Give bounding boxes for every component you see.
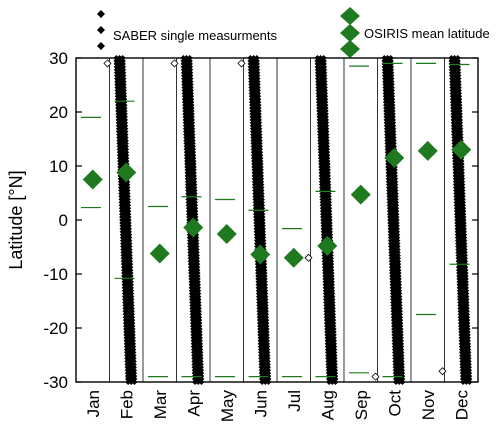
saber-measurement-point bbox=[252, 211, 259, 218]
legend-saber-marker bbox=[97, 26, 105, 34]
legend-osiris-label: OSIRIS mean latitude bbox=[364, 26, 490, 41]
y-tick-label: 10 bbox=[49, 157, 68, 176]
saber-measurement-point bbox=[252, 199, 259, 206]
legend-saber-marker bbox=[97, 42, 105, 50]
saber-measurement-point bbox=[124, 370, 131, 377]
saber-measurement-point bbox=[123, 337, 130, 344]
saber-measurement-point bbox=[123, 331, 130, 338]
saber-measurement-point bbox=[251, 161, 258, 168]
y-tick-label: 20 bbox=[49, 103, 68, 122]
x-tick-label: Dec bbox=[452, 390, 471, 421]
saber-isolated-point bbox=[237, 59, 246, 68]
x-tick-label: Jul bbox=[285, 390, 304, 412]
legend-saber-label: SABER single measurments bbox=[113, 28, 278, 43]
saber-measurement-point bbox=[251, 172, 258, 179]
saber-measurement-point bbox=[124, 376, 131, 383]
x-tick-label: Nov bbox=[419, 390, 438, 421]
osiris-mean-point bbox=[116, 162, 137, 183]
saber-measurement-point bbox=[122, 305, 129, 312]
x-tick-label: Apr bbox=[184, 390, 203, 417]
legend-osiris-marker bbox=[340, 40, 360, 58]
saber-measurement-point bbox=[251, 78, 258, 85]
saber-measurement-point bbox=[251, 90, 258, 97]
x-tick-label: Sep bbox=[352, 390, 371, 420]
saber-isolated-point bbox=[103, 59, 112, 68]
saber-measurement-point bbox=[252, 184, 259, 191]
saber-measurement-point bbox=[122, 134, 129, 141]
saber-measurement-point bbox=[122, 211, 129, 218]
osiris-mean-point bbox=[350, 184, 371, 205]
y-tick-label: -10 bbox=[43, 265, 68, 284]
y-tick-label: 0 bbox=[59, 211, 68, 230]
legend-osiris-marker bbox=[340, 7, 360, 25]
saber-measurement-point bbox=[252, 105, 259, 112]
saber-measurement-point bbox=[123, 249, 130, 256]
x-tick-label: Jun bbox=[251, 390, 270, 417]
osiris-mean-point bbox=[216, 224, 237, 245]
saber-measurement-point bbox=[123, 343, 130, 350]
saber-isolated-point bbox=[371, 372, 380, 381]
osiris-mean-point bbox=[149, 243, 170, 264]
plot-area bbox=[75, 55, 479, 385]
saber-measurement-point bbox=[124, 199, 131, 206]
y-axis-title: Latitude [°N] bbox=[6, 170, 26, 269]
saber-isolated-point bbox=[170, 59, 179, 68]
saber-measurement-point bbox=[122, 299, 129, 306]
osiris-mean-point bbox=[283, 247, 304, 268]
y-tick-label: -30 bbox=[43, 373, 68, 392]
legend: SABER single measurments OSIRIS mean lat… bbox=[97, 7, 490, 58]
saber-measurement-point bbox=[250, 134, 257, 141]
saber-measurement-point bbox=[122, 128, 129, 135]
legend-osiris-marker bbox=[340, 24, 360, 42]
saber-isolated-point bbox=[304, 253, 313, 262]
osiris-mean-point bbox=[384, 147, 405, 168]
saber-measurement-point bbox=[123, 255, 130, 262]
legend-saber-marker bbox=[97, 10, 105, 18]
saber-isolated-point bbox=[438, 367, 447, 376]
osiris-mean-point bbox=[183, 217, 204, 238]
x-tick-label: Oct bbox=[385, 390, 404, 417]
x-tick-label: Mar bbox=[151, 390, 170, 420]
osiris-mean-point bbox=[317, 235, 338, 256]
saber-measurement-point bbox=[122, 140, 129, 147]
saber-measurement-point bbox=[124, 287, 131, 294]
y-axis: 30 20 10 0 -10 -20 -30 bbox=[43, 49, 478, 392]
y-tick-label: -20 bbox=[43, 319, 68, 338]
osiris-mean-point bbox=[250, 244, 271, 265]
x-axis: Jan Feb Mar Apr May Jun Jul Aug Sep Oct Nov Dec bbox=[84, 390, 472, 423]
x-tick-label: Aug bbox=[318, 390, 337, 420]
saber-measurement-point bbox=[122, 311, 129, 318]
osiris-mean-point bbox=[417, 140, 438, 161]
x-tick-label: Feb bbox=[117, 390, 136, 419]
x-tick-label: Jan bbox=[84, 390, 103, 417]
saber-measurement-point bbox=[252, 116, 259, 123]
osiris-mean-point bbox=[451, 139, 472, 160]
saber-measurement-point bbox=[124, 261, 131, 268]
saber-measurement-point bbox=[250, 63, 257, 70]
x-tick-label: May bbox=[218, 390, 237, 423]
saber-measurement-point bbox=[252, 102, 259, 109]
saber-measurement-point bbox=[122, 217, 129, 223]
y-tick-label: 30 bbox=[49, 49, 68, 68]
saber-measurement-point bbox=[122, 222, 129, 229]
saber-measurement-point bbox=[124, 281, 131, 288]
saber-measurement-point bbox=[250, 146, 257, 153]
osiris-mean-point bbox=[82, 169, 103, 190]
